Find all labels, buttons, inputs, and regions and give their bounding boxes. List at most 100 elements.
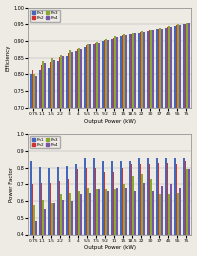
Bar (59, 57, 60, 108)
Bar (104, 172, 105, 234)
Bar (50, 62, 51, 108)
Bar (188, 169, 190, 234)
Bar (116, 188, 118, 234)
Bar (111, 39, 113, 108)
Bar (87, 188, 89, 234)
Bar (71, 201, 73, 234)
Bar (176, 164, 177, 234)
X-axis label: Output Power (kW): Output Power (kW) (84, 246, 136, 250)
Bar (167, 27, 168, 108)
Bar (165, 28, 167, 108)
Bar (151, 30, 152, 108)
Bar (168, 194, 170, 234)
Bar (122, 168, 124, 234)
Bar (59, 181, 60, 234)
Bar (179, 188, 181, 234)
Bar (75, 51, 77, 108)
Bar (102, 161, 104, 234)
Bar (170, 27, 172, 108)
Bar (111, 161, 113, 234)
X-axis label: Output Power (kW): Output Power (kW) (84, 119, 136, 124)
Bar (69, 193, 71, 234)
Bar (131, 164, 132, 234)
Bar (120, 36, 122, 108)
Bar (78, 48, 80, 108)
Bar (125, 188, 127, 234)
Bar (113, 172, 114, 234)
Bar (174, 26, 176, 108)
Bar (149, 164, 151, 234)
Bar (93, 44, 95, 108)
Bar (107, 40, 109, 108)
Bar (89, 193, 91, 234)
Bar (96, 189, 98, 234)
Bar (185, 24, 187, 108)
Bar (87, 44, 89, 108)
Bar (51, 203, 53, 234)
Bar (60, 55, 62, 108)
Legend: Pn1, Pn2, Pn3, Pn4: Pn1, Pn2, Pn3, Pn4 (31, 10, 60, 22)
Bar (30, 161, 32, 234)
Bar (141, 31, 143, 108)
Bar (177, 24, 179, 108)
Bar (114, 36, 116, 108)
Bar (131, 34, 132, 108)
Bar (120, 161, 122, 234)
Bar (33, 74, 35, 108)
Bar (159, 194, 161, 234)
Bar (156, 29, 158, 108)
Bar (151, 179, 152, 234)
Bar (69, 50, 71, 108)
Bar (35, 221, 37, 234)
Bar (51, 58, 53, 108)
Bar (86, 168, 87, 234)
Bar (44, 63, 46, 108)
Bar (176, 25, 177, 108)
Bar (185, 161, 187, 234)
Bar (96, 42, 98, 108)
Bar (39, 167, 41, 234)
Bar (170, 184, 172, 234)
Bar (174, 158, 176, 234)
Bar (42, 200, 44, 234)
Bar (39, 70, 41, 108)
Bar (48, 168, 50, 234)
Bar (107, 191, 109, 234)
Bar (183, 24, 185, 108)
Bar (93, 158, 95, 234)
Bar (187, 23, 188, 108)
Bar (53, 203, 55, 234)
Bar (66, 56, 68, 108)
Bar (147, 158, 149, 234)
Bar (105, 39, 107, 108)
Bar (143, 184, 145, 234)
Bar (71, 52, 73, 108)
Bar (134, 191, 136, 234)
Y-axis label: Power Factor: Power Factor (9, 167, 14, 202)
Bar (41, 65, 42, 108)
Bar (77, 49, 78, 108)
Bar (50, 183, 51, 234)
Bar (177, 193, 179, 234)
Bar (104, 40, 105, 108)
Legend: Pn1, Pn2, Pn3, Pn4: Pn1, Pn2, Pn3, Pn4 (31, 136, 60, 148)
Bar (132, 33, 134, 108)
Bar (141, 174, 143, 234)
Bar (124, 34, 125, 108)
Bar (159, 28, 161, 108)
Bar (124, 184, 125, 234)
Bar (80, 194, 82, 234)
Bar (98, 43, 100, 108)
Bar (132, 176, 134, 234)
Bar (66, 166, 68, 234)
Bar (140, 164, 141, 234)
Bar (152, 30, 154, 108)
Bar (102, 41, 104, 108)
Bar (30, 74, 32, 108)
Bar (68, 53, 69, 108)
Bar (129, 34, 131, 108)
Bar (143, 32, 145, 108)
Bar (134, 33, 136, 108)
Bar (114, 189, 116, 234)
Bar (188, 23, 190, 108)
